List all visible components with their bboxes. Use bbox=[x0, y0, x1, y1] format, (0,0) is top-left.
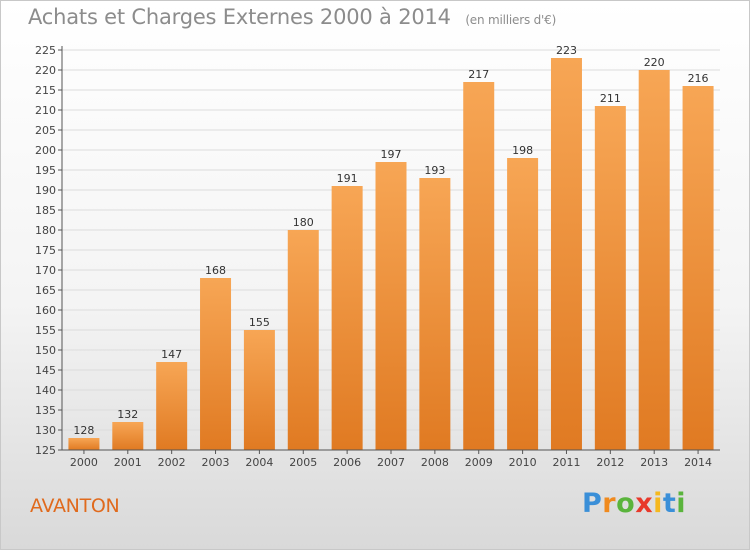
y-tick-label: 160 bbox=[35, 304, 56, 317]
logo-letter: t bbox=[662, 488, 677, 519]
chart-title: Achats et Charges Externes 2000 à 2014 (… bbox=[28, 5, 556, 29]
bar-value-label: 198 bbox=[512, 144, 533, 157]
y-tick-label: 215 bbox=[35, 84, 56, 97]
x-tick-label: 2013 bbox=[640, 456, 668, 469]
bar-value-label: 168 bbox=[205, 264, 226, 277]
commune-name: AVANTON bbox=[30, 495, 120, 517]
x-tick-label: 2003 bbox=[202, 456, 230, 469]
x-tick-label: 2004 bbox=[245, 456, 273, 469]
logo-letter: x bbox=[635, 488, 654, 519]
bar-value-label: 220 bbox=[644, 56, 665, 69]
y-tick-label: 170 bbox=[35, 264, 56, 277]
bar bbox=[638, 70, 670, 450]
bar-value-label: 132 bbox=[117, 408, 138, 421]
bar-value-label: 128 bbox=[73, 424, 94, 437]
y-tick-label: 150 bbox=[35, 344, 56, 357]
bar bbox=[287, 230, 319, 450]
bar bbox=[375, 162, 407, 450]
bar bbox=[68, 438, 100, 450]
x-tick-label: 2000 bbox=[70, 456, 98, 469]
x-tick-label: 2009 bbox=[465, 456, 493, 469]
y-tick-label: 190 bbox=[35, 184, 56, 197]
y-tick-label: 225 bbox=[35, 44, 56, 57]
y-tick-label: 155 bbox=[35, 324, 56, 337]
y-tick-label: 140 bbox=[35, 384, 56, 397]
x-tick-label: 2007 bbox=[377, 456, 405, 469]
y-tick-label: 210 bbox=[35, 104, 56, 117]
y-tick-label: 205 bbox=[35, 124, 56, 137]
bars bbox=[68, 58, 714, 450]
x-tick-label: 2002 bbox=[158, 456, 186, 469]
bar-value-label: 155 bbox=[249, 316, 270, 329]
y-tick-label: 135 bbox=[35, 404, 56, 417]
labels: 125 130 135 140 145 150 155 160 165 170 175 180 185 1… bbox=[35, 44, 712, 469]
bar-value-label: 216 bbox=[688, 72, 709, 85]
proxiti-logo: Proxiti bbox=[582, 488, 686, 519]
bar bbox=[156, 362, 188, 450]
bar bbox=[331, 186, 363, 450]
axes bbox=[58, 46, 720, 454]
logo-letter: r bbox=[602, 488, 617, 519]
bar bbox=[463, 82, 495, 450]
x-tick-label: 2010 bbox=[509, 456, 537, 469]
logo-letter: i bbox=[676, 488, 687, 519]
logo-letter: P bbox=[582, 488, 603, 519]
y-tick-label: 180 bbox=[35, 224, 56, 237]
x-tick-label: 2011 bbox=[552, 456, 580, 469]
x-tick-label: 2005 bbox=[289, 456, 317, 469]
bar bbox=[243, 330, 275, 450]
y-tick-label: 130 bbox=[35, 424, 56, 437]
bar-value-label: 193 bbox=[424, 164, 445, 177]
bar bbox=[507, 158, 539, 450]
x-tick-label: 2012 bbox=[596, 456, 624, 469]
x-tick-label: 2008 bbox=[421, 456, 449, 469]
x-tick-label: 2014 bbox=[684, 456, 712, 469]
y-tick-label: 195 bbox=[35, 164, 56, 177]
y-tick-label: 200 bbox=[35, 144, 56, 157]
chart-subtitle: (en milliers d'€) bbox=[465, 13, 557, 27]
bar-value-label: 197 bbox=[381, 148, 402, 161]
x-tick-label: 2001 bbox=[114, 456, 142, 469]
bar-value-label: 217 bbox=[468, 68, 489, 81]
y-tick-label: 125 bbox=[35, 444, 56, 457]
bar bbox=[550, 58, 582, 450]
logo-letter: o bbox=[616, 488, 636, 519]
bar-value-label: 147 bbox=[161, 348, 182, 361]
bar-value-label: 180 bbox=[293, 216, 314, 229]
x-tick-label: 2006 bbox=[333, 456, 361, 469]
logo-letter: i bbox=[653, 488, 663, 519]
bar bbox=[200, 278, 232, 450]
chart-title-text: Achats et Charges Externes 2000 à 2014 bbox=[28, 5, 451, 29]
bar-value-label: 211 bbox=[600, 92, 621, 105]
y-tick-label: 175 bbox=[35, 244, 56, 257]
bar-value-label: 191 bbox=[337, 172, 358, 185]
bar bbox=[419, 178, 451, 450]
bar bbox=[682, 86, 714, 450]
bar bbox=[112, 422, 144, 450]
y-tick-label: 145 bbox=[35, 364, 56, 377]
y-tick-label: 165 bbox=[35, 284, 56, 297]
bar bbox=[594, 106, 626, 450]
y-tick-label: 220 bbox=[35, 64, 56, 77]
y-tick-label: 185 bbox=[35, 204, 56, 217]
bar-value-label: 223 bbox=[556, 44, 577, 57]
